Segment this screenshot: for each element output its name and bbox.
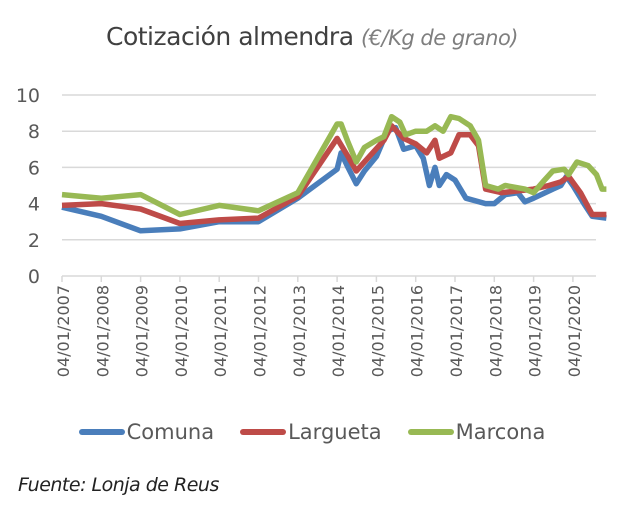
- x-tick-label: 04/01/2015: [368, 285, 387, 377]
- x-tick-label: 04/01/2020: [565, 285, 584, 377]
- x-tick-label: 04/01/2011: [211, 285, 230, 377]
- legend-swatch-comuna: [78, 429, 125, 435]
- x-tick-label: 04/01/2016: [408, 285, 427, 377]
- y-tick-label: 4: [28, 194, 40, 216]
- y-tick-label: 8: [28, 121, 40, 143]
- legend-item-comuna: Comuna: [78, 420, 215, 444]
- legend-swatch-largueta: [240, 429, 287, 435]
- y-tick-label: 10: [16, 85, 40, 107]
- source-note: Fuente: Lonja de Reus: [18, 474, 219, 496]
- x-tick-label: 04/01/2013: [290, 285, 309, 377]
- x-tick-label: 04/01/2014: [329, 285, 348, 377]
- x-tick-label: 04/01/2017: [447, 285, 466, 377]
- x-tick-label: 04/01/2019: [526, 285, 545, 377]
- legend-label-marcona: Marcona: [455, 420, 546, 444]
- legend-label-largueta: Largueta: [288, 420, 382, 444]
- legend: Comuna Largueta Marcona: [0, 420, 624, 444]
- line-chart: 0 2 4 6 8 10 04/01/2007 04/01/2008 04/01/2009 04/…: [16, 85, 607, 377]
- legend-item-largueta: Largueta: [240, 420, 382, 444]
- chart-title-main: Cotización almendra: [106, 22, 354, 51]
- series-line-marcona: [61, 113, 607, 218]
- legend-item-marcona: Marcona: [407, 420, 546, 444]
- chart-subtitle: (€/Kg de grano): [360, 26, 519, 50]
- legend-swatch-marcona: [407, 429, 454, 435]
- y-tick-label: 0: [28, 266, 40, 288]
- x-tick-label: 04/01/2007: [54, 285, 73, 377]
- y-tick-label: 6: [28, 157, 40, 179]
- x-tick-label: 04/01/2010: [172, 285, 191, 377]
- x-tick-label: 04/01/2008: [93, 285, 112, 377]
- x-tick-label: 04/01/2012: [251, 285, 270, 377]
- legend-label-comuna: Comuna: [126, 420, 215, 444]
- series-line-largueta: [61, 123, 607, 227]
- y-tick-label: 2: [28, 230, 40, 252]
- x-tick-label: 04/01/2009: [133, 285, 152, 377]
- x-tick-label: 04/01/2018: [486, 285, 505, 377]
- chart-title: Cotización almendra (€/Kg de grano): [0, 22, 624, 51]
